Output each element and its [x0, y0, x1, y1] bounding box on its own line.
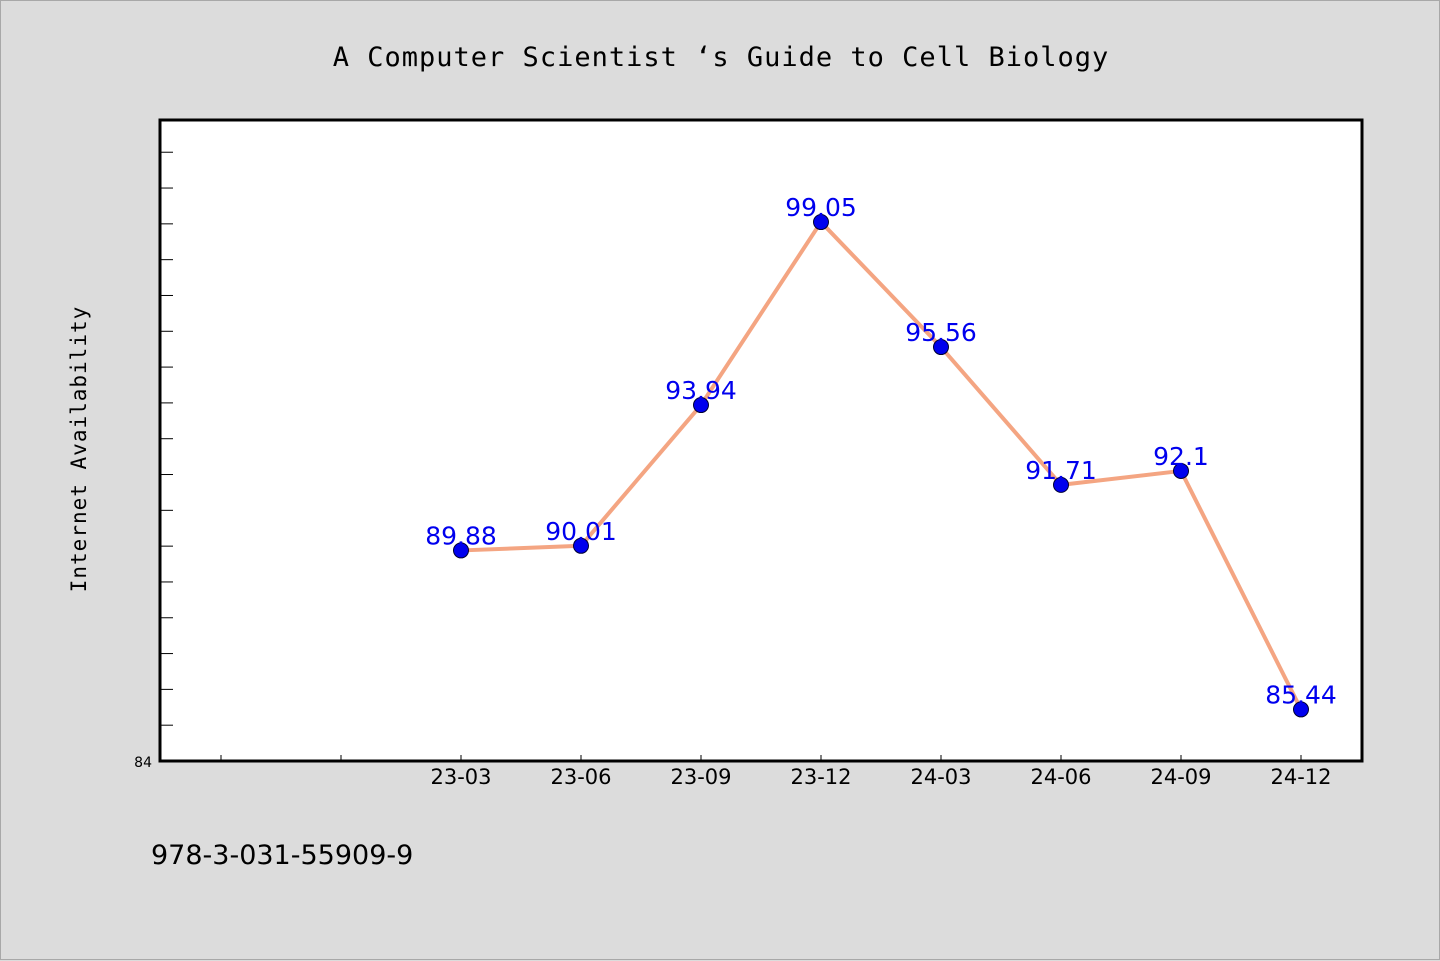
data-point-marker	[1173, 462, 1189, 479]
y-axis-ticks	[160, 151, 173, 726]
y-axis-min-tick-label: 84	[134, 755, 152, 771]
x-tick-label: 23-03	[430, 765, 491, 789]
series-line	[459, 220, 1303, 712]
y-axis-label: Internet Availability	[67, 306, 91, 593]
data-label: 85.44	[1265, 680, 1337, 709]
data-labels: 89.88 90.01 93.94 99.05 95.56 91.71 92.1 85.44	[425, 193, 1337, 709]
x-tick-label: 24-06	[1030, 765, 1091, 789]
plot-area	[158, 118, 1364, 763]
data-label: 95.56	[905, 318, 977, 347]
data-label: 89.88	[425, 521, 497, 550]
x-tick-label: 24-03	[910, 765, 971, 789]
x-tick-label: 23-09	[670, 765, 731, 789]
x-tick-label: 23-12	[790, 765, 851, 789]
x-axis-ticks	[220, 755, 1302, 761]
data-label: 93.94	[665, 376, 737, 405]
x-tick-label: 24-09	[1150, 765, 1211, 789]
data-markers	[453, 214, 1309, 718]
data-point-marker	[1293, 701, 1309, 718]
chart-title: A Computer Scientist ‘s Guide to Cell Bi…	[333, 42, 1110, 73]
data-label: 99.05	[785, 193, 857, 222]
x-tick-label: 23-06	[550, 765, 611, 789]
x-axis-tick-labels: 23-03 23-06 23-09 23-12 24-03 24-06 24-09 24-12	[430, 765, 1331, 789]
data-point-marker	[573, 537, 589, 554]
x-tick-label: 24-12	[1270, 765, 1331, 789]
data-point-marker	[813, 214, 829, 231]
data-point-marker	[933, 339, 949, 356]
isbn-text: 978-3-031-55909-9	[151, 840, 413, 871]
data-label: 90.01	[545, 517, 617, 546]
data-point-marker	[693, 397, 709, 414]
data-point-marker	[453, 542, 469, 559]
data-point-marker	[1053, 476, 1069, 493]
series-line-group	[459, 220, 1303, 712]
data-label: 92.1	[1153, 442, 1209, 471]
data-label: 91.71	[1025, 456, 1097, 485]
